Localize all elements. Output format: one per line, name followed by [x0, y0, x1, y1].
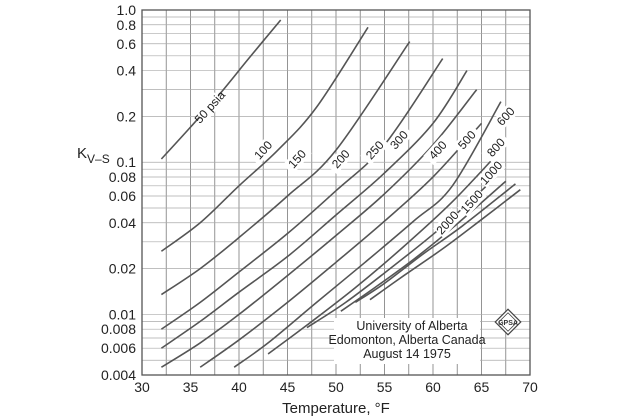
- y-tick-label: 0.8: [117, 17, 137, 33]
- x-tick-label: 35: [183, 379, 199, 395]
- y-tick-label: 0.006: [101, 340, 136, 356]
- credit-box: University of Alberta Edomonton, Alberta…: [328, 318, 486, 364]
- curve-50-psia: [160, 19, 282, 160]
- gpsa-logo-icon: GPSA: [494, 308, 522, 336]
- y-tick-label: 0.04: [109, 215, 136, 231]
- y-tick-label: 0.008: [101, 321, 136, 337]
- x-tick-label: 55: [377, 379, 393, 395]
- y-tick-label: 0.08: [109, 169, 136, 185]
- y-tick-label: 1.0: [117, 2, 137, 18]
- y-tick-label: 0.06: [109, 188, 136, 204]
- credit-line-2: Edomonton, Alberta Canada: [328, 333, 485, 347]
- x-tick-label: 40: [231, 379, 247, 395]
- y-tick-label: 0.004: [101, 367, 136, 383]
- curve-250: [160, 70, 468, 349]
- y-tick-label: 0.1: [117, 154, 137, 170]
- curve-500: [233, 101, 502, 368]
- x-tick-label: 30: [134, 379, 150, 395]
- y-axis-ticks: 1.00.80.60.40.20.10.080.060.040.020.010.…: [101, 2, 136, 383]
- curves: [160, 19, 521, 368]
- x-axis-title: Temperature, °F: [282, 400, 390, 417]
- curve-300: [160, 89, 478, 368]
- y-tick-label: 0.01: [109, 306, 136, 322]
- y-tick-label: 0.4: [117, 63, 137, 79]
- curve-600: [267, 149, 502, 355]
- x-tick-label: 50: [328, 379, 344, 395]
- curve-150: [160, 41, 411, 296]
- y-axis-title: KV–S: [77, 145, 110, 166]
- y-tick-label: 0.02: [109, 261, 136, 277]
- curve-label: 50 psia: [192, 88, 229, 126]
- credit-line-1: University of Alberta: [356, 319, 467, 333]
- x-tick-label: 65: [474, 379, 490, 395]
- curve-400: [199, 122, 483, 368]
- x-tick-label: 70: [522, 379, 538, 395]
- y-tick-label: 0.6: [117, 36, 137, 52]
- plot-frame: [141, 9, 531, 376]
- svg-text:GPSA: GPSA: [498, 320, 518, 327]
- curve-200: [160, 58, 444, 330]
- x-tick-label: 45: [280, 379, 296, 395]
- x-tick-label: 60: [425, 379, 441, 395]
- curve-100: [160, 26, 369, 252]
- credit-line-3: August 14 1975: [363, 347, 451, 361]
- curve-1500: [354, 183, 516, 304]
- x-axis-ticks: 30 35 40 45 50 55 60 65 70: [134, 379, 538, 395]
- curve-2000: [369, 189, 521, 301]
- y-tick-label: 0.2: [117, 108, 137, 124]
